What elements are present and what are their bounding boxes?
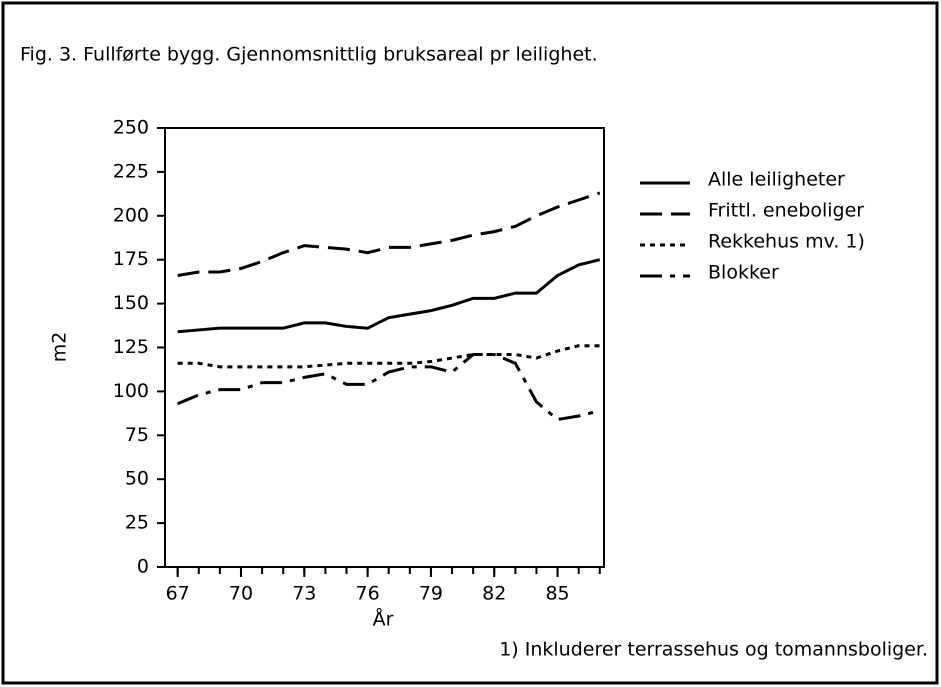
chart-title: Fig. 3. Fullførte bygg. Gjennomsnittlig … — [20, 44, 598, 66]
x-axis-label: År — [373, 608, 394, 631]
footnote: 1) Inkluderer terrassehus og tomannsboli… — [499, 639, 928, 661]
x-tick-label: 79 — [419, 583, 443, 605]
x-tick-label: 73 — [292, 583, 316, 605]
y-tick-label: 200 — [113, 204, 149, 226]
x-tick-label: 70 — [229, 583, 253, 605]
legend-label: Rekkehus mv. 1) — [708, 231, 865, 253]
y-tick-label: 125 — [113, 336, 149, 358]
y-axis-label: m2 — [49, 332, 71, 363]
x-tick-label: 82 — [482, 583, 506, 605]
legend-label: Frittl. eneboliger — [708, 200, 864, 222]
y-tick-label: 50 — [125, 468, 149, 490]
series-line — [177, 191, 601, 277]
series-line — [177, 344, 600, 369]
y-tick-label: 75 — [125, 424, 149, 446]
series-line — [177, 353, 601, 422]
x-tick-label: 85 — [545, 583, 569, 605]
y-tick-label: 225 — [113, 160, 149, 182]
legend-label: Alle leiligheter — [708, 169, 845, 191]
legend-label: Blokker — [708, 262, 779, 284]
y-tick-label: 150 — [113, 292, 149, 314]
y-tick-label: 175 — [113, 248, 149, 270]
y-tick-label: 100 — [113, 380, 149, 402]
x-tick-label: 67 — [166, 583, 190, 605]
series-line — [177, 258, 601, 334]
y-tick-label: 0 — [137, 556, 149, 578]
y-tick-label: 25 — [125, 512, 149, 534]
y-tick-label: 250 — [113, 117, 149, 139]
x-tick-label: 76 — [356, 583, 380, 605]
